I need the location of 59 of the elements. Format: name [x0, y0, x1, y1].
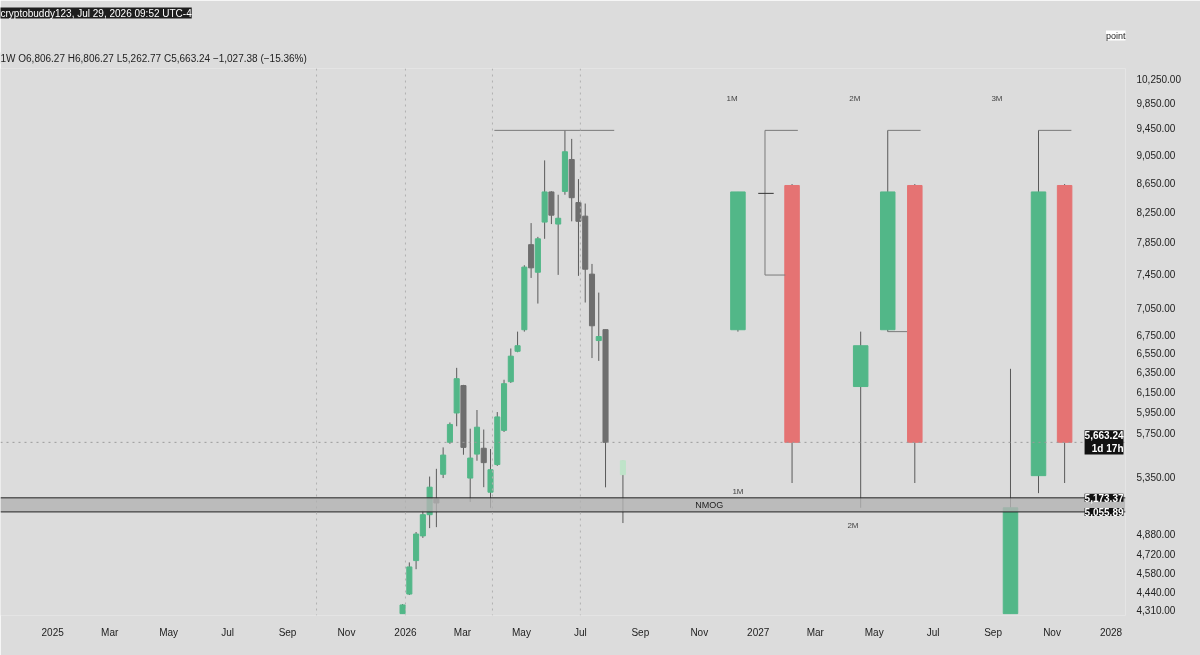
annotation: 1M [726, 94, 739, 103]
y-tick-label: 9,450.00 [1136, 123, 1176, 135]
x-tick-label: Nov [337, 626, 356, 638]
y-tick-label: 4,580.00 [1136, 567, 1176, 579]
x-tick-label: Sep [984, 626, 1003, 638]
x-tick-label: Mar [101, 626, 119, 638]
y-tick-label: 4,720.00 [1136, 549, 1176, 561]
x-tick-label: Sep [278, 626, 297, 638]
x-tick-label: Nov [1043, 626, 1061, 638]
x-tick-label: Mar [453, 626, 472, 638]
y-tick-label: 4,880.00 [1136, 528, 1176, 540]
y-tick-label: 8,650.00 [1136, 177, 1176, 189]
candlestick [480, 429, 487, 488]
annotation: 1M [732, 487, 744, 497]
text: cryptobuddy123, Jul 29, 2026 09:52 UTC-4 [0, 7, 193, 19]
ref-line-label: 5,663.24 1d 17h [1084, 430, 1124, 455]
x-tick-label: Jul [221, 626, 235, 638]
y-tick-label: 10,250.00 [1136, 73, 1182, 85]
candlestick [595, 292, 602, 362]
candlestick [548, 190, 555, 225]
chart-title: 1W O6,806.27 H6,806.27 L5,262.77 C5,663.24 −1,027.38 (−15.36%) [0, 52, 307, 64]
ref-line-label: 5,173.37 [1084, 492, 1124, 504]
x-tick-label: Sep [631, 626, 650, 638]
annotation: 3M [991, 94, 1003, 103]
annotation: 2M [847, 521, 859, 531]
y-tick-label: 5,950.00 [1136, 407, 1176, 419]
y-tick-label: 6,350.00 [1136, 367, 1176, 379]
x-tick-label: 2025 [41, 626, 65, 638]
x-tick-label: May [159, 626, 179, 638]
candlestick [555, 194, 562, 276]
y-tick-label: 4,440.00 [1136, 586, 1176, 598]
x-tick-label: 2028 [1099, 626, 1123, 638]
candlestick [440, 446, 447, 479]
y-tick-label: 5,750.00 [1136, 428, 1176, 440]
x-tick-label: Mar [806, 626, 825, 638]
y-tick-label: 7,050.00 [1136, 303, 1176, 315]
text: point [1105, 30, 1126, 41]
band-label: NMOG [695, 499, 724, 510]
x-tick-label: Jul [926, 626, 940, 638]
y-tick-label: 7,850.00 [1136, 237, 1176, 249]
x-tick-label: May [864, 626, 884, 638]
x-tick-label: Nov [690, 626, 709, 638]
y-tick-label: 8,250.00 [1136, 206, 1176, 218]
x-tick-label: 2027 [747, 626, 770, 638]
y-tick-label: 6,750.00 [1136, 329, 1176, 341]
x-tick-label: 2026 [394, 626, 418, 638]
ref-line-label: 5,055.89 [1084, 506, 1124, 518]
y-tick-label: 9,050.00 [1136, 149, 1176, 161]
y-tick-label: 6,150.00 [1136, 386, 1176, 398]
y-tick-label: 5,350.00 [1136, 472, 1176, 484]
x-tick-label: Jul [574, 626, 587, 638]
x-tick-label: May [511, 626, 531, 638]
annotation: 2M [849, 94, 861, 103]
y-tick-label: 7,450.00 [1136, 269, 1176, 281]
candlestick [446, 421, 453, 445]
y-tick-label: 4,310.00 [1136, 604, 1176, 616]
y-tick-label: 9,850.00 [1136, 97, 1176, 109]
candlestick [528, 222, 535, 279]
y-tick-label: 6,550.00 [1136, 348, 1176, 360]
